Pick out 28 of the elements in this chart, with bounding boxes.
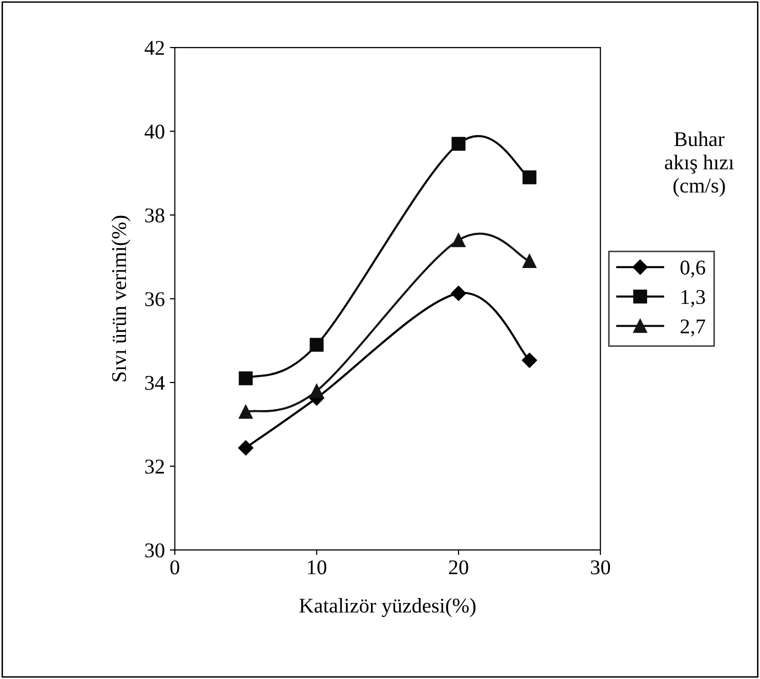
- legend-label: 2,7: [680, 319, 706, 336]
- y-tick-label: 38: [145, 208, 164, 222]
- point: [450, 286, 466, 301]
- x-tick-label: 10: [308, 560, 326, 574]
- x-axis-title: Katalizör yüzdesi(%): [299, 598, 476, 617]
- y-tick-label: 34: [145, 376, 165, 390]
- point: [238, 371, 253, 386]
- legend-title: Buhar akış hızı (cm/s): [664, 132, 734, 197]
- y-tick-label: 32: [145, 460, 164, 474]
- point: [452, 136, 466, 151]
- point: [238, 440, 254, 456]
- y-tick-label: 42: [144, 40, 164, 55]
- x-tick-label: 0: [170, 560, 180, 574]
- point: [522, 352, 538, 368]
- point: [310, 384, 324, 398]
- point: [238, 404, 253, 419]
- legend-label: 1,3: [682, 290, 705, 308]
- point: [452, 233, 466, 248]
- point: [522, 170, 536, 184]
- point: [310, 338, 324, 352]
- legend-label: 0,6: [680, 260, 706, 278]
- y-tick-label: 40: [144, 124, 164, 139]
- y-axis-title: Sıvı ürün verimi(%): [111, 216, 130, 382]
- y-tick-label: 36: [145, 292, 164, 306]
- x-tick-label: 30: [590, 560, 610, 574]
- x-tick-label: 20: [449, 560, 468, 574]
- y-tick-label: 30: [145, 543, 164, 558]
- point: [522, 254, 536, 268]
